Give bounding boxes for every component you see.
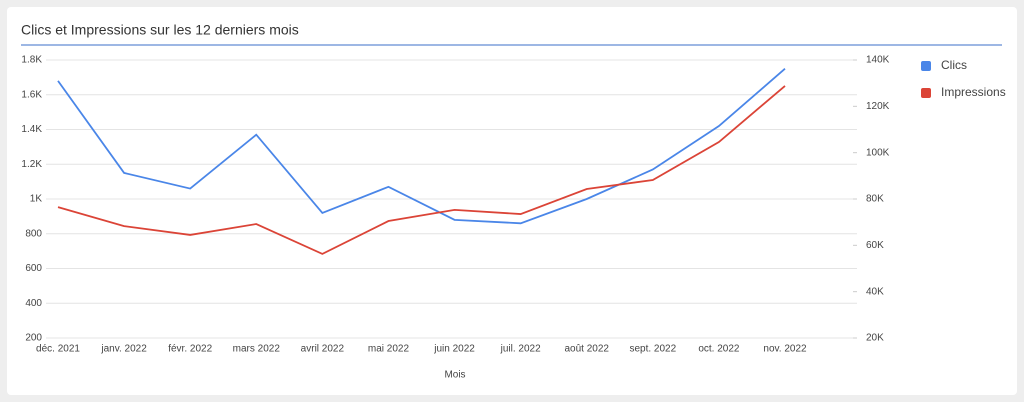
y2-tick-label: 80K xyxy=(866,194,884,205)
x-tick-label: févr. 2022 xyxy=(168,344,212,355)
x-tick-label: déc. 2021 xyxy=(36,344,80,355)
legend-label: Clics xyxy=(941,58,967,72)
series-line xyxy=(57,85,786,255)
y-tick-label: 800 xyxy=(25,228,42,239)
x-tick-label: oct. 2022 xyxy=(698,344,740,355)
x-tick-label: janv. 2022 xyxy=(100,344,147,355)
y-tick-label: 1.4K xyxy=(21,124,42,135)
x-tick-label: juil. 2022 xyxy=(500,344,541,355)
y-tick-label: 1K xyxy=(30,194,43,205)
y-tick-label: 1.8K xyxy=(21,55,42,66)
x-tick-label: avril 2022 xyxy=(301,344,345,355)
y2-tick-label: 120K xyxy=(866,101,890,112)
x-tick-label: mai 2022 xyxy=(368,344,410,355)
legend-swatch xyxy=(921,88,931,98)
x-axis-title: Mois xyxy=(444,370,465,381)
x-tick-label: sept. 2022 xyxy=(629,344,676,355)
y-tick-label: 400 xyxy=(25,298,42,309)
x-tick-label: nov. 2022 xyxy=(763,344,807,355)
y-tick-label: 600 xyxy=(25,263,42,274)
x-tick-label: août 2022 xyxy=(564,344,609,355)
y2-tick-label: 20K xyxy=(866,333,884,344)
legend-label: Impressions xyxy=(941,85,1006,99)
y2-tick-label: 140K xyxy=(866,55,890,66)
legend-swatch xyxy=(921,61,931,71)
y2-tick-label: 40K xyxy=(866,286,884,297)
y2-tick-label: 100K xyxy=(866,147,890,158)
series-line xyxy=(57,68,786,225)
y-tick-label: 1.2K xyxy=(21,159,42,170)
x-tick-label: juin 2022 xyxy=(433,344,475,355)
x-tick-label: mars 2022 xyxy=(233,344,281,355)
y-tick-label: 1.6K xyxy=(21,89,42,100)
chart-title: Clics et Impressions sur les 12 derniers… xyxy=(21,22,299,38)
y-tick-label: 200 xyxy=(25,333,42,344)
y2-tick-label: 60K xyxy=(866,240,884,251)
